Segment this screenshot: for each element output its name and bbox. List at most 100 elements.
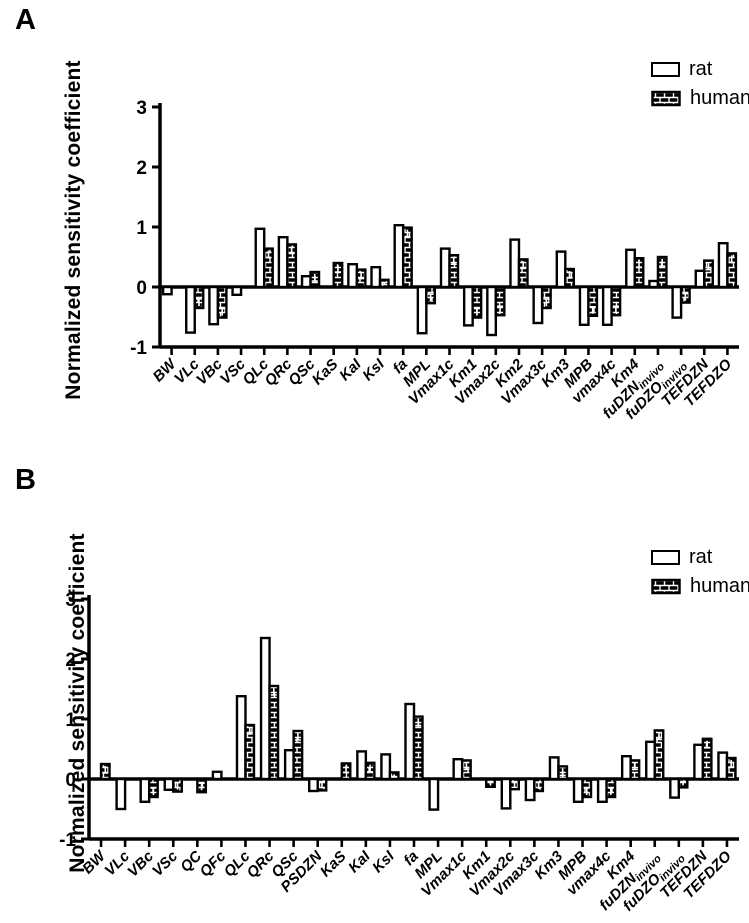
bar-rat-QLc <box>254 227 266 289</box>
error-bar <box>655 732 662 741</box>
error-bar <box>288 246 295 255</box>
bar-rat-QRc <box>259 636 271 781</box>
error-bar <box>566 271 573 279</box>
bar-human-QSc <box>292 729 304 781</box>
error-bar <box>343 765 350 774</box>
error-bar <box>381 281 388 286</box>
y-tick-label: 0 <box>65 770 76 791</box>
y-axis-title: Normalized sensitivity coefficient <box>66 533 89 872</box>
error-bar <box>270 688 277 696</box>
bar-rat-KsI <box>370 266 382 289</box>
y-tick-label: -1 <box>59 830 76 851</box>
bar-rat-BW <box>161 285 173 296</box>
bar-rat-Km4 <box>625 248 636 289</box>
error-bar <box>427 293 434 302</box>
y-tick-label: 3 <box>136 98 147 119</box>
error-bar <box>487 780 494 785</box>
bar-rat-TEFDZO <box>717 241 729 289</box>
bar-rat-Vmax1c <box>452 758 464 781</box>
x-tick-label: KaI <box>345 847 374 876</box>
bar-rat-fuDZNinvivo <box>648 279 660 289</box>
bar-rat-QSc <box>283 749 295 781</box>
bar-rat-KaI <box>347 263 359 289</box>
bar-rat-VBc <box>139 777 151 803</box>
rat-swatch <box>651 549 680 565</box>
error-bar <box>520 261 527 270</box>
error-bar <box>497 305 504 314</box>
y-axis-title: Normalized sensitivity coefficient <box>62 60 85 399</box>
bar-rat-MPB <box>572 777 584 803</box>
bars <box>99 636 737 811</box>
panel-a-label: A <box>15 4 36 36</box>
bar-human-TEFDZN <box>701 737 713 781</box>
y-tick-label: 3 <box>65 590 76 611</box>
bar-human-Vmax1c <box>448 253 460 289</box>
y-tick-label: 1 <box>136 218 147 239</box>
bar-rat-Km4 <box>620 755 632 781</box>
x-tick-label: KsI <box>359 355 388 384</box>
bar-human-QRc <box>286 243 298 289</box>
bar-chart-panel-a: Normalized sensitivity coefficient -1 0 1 2 3… <box>62 60 739 424</box>
legend-panel-b: rat human <box>651 546 749 606</box>
error-bar <box>473 307 480 316</box>
error-bar <box>463 762 470 771</box>
bar-human-QLc <box>244 723 256 781</box>
y-tick-label: -1 <box>130 338 147 359</box>
error-bar <box>265 250 272 259</box>
error-bar <box>543 298 550 306</box>
error-bar <box>367 764 374 773</box>
y-tick-label: 0 <box>136 278 147 299</box>
bar-human-QLc <box>263 247 274 289</box>
error-bar <box>511 780 518 788</box>
error-bar <box>607 787 614 795</box>
bar-rat-TEFDZN <box>693 743 705 781</box>
bar-rat-Vmax1c <box>439 247 451 289</box>
bar-rat-VSc <box>163 777 175 792</box>
bar-rat-QRc <box>277 235 289 289</box>
error-bar <box>728 760 735 768</box>
error-bar <box>705 262 712 271</box>
error-bar <box>704 740 711 749</box>
bar-human-fuDZNinvivo <box>653 729 665 781</box>
bar-human-TEFDZO <box>725 756 737 781</box>
bar-human-MPB <box>587 285 599 317</box>
error-bar <box>680 780 687 786</box>
error-bar <box>334 265 341 273</box>
bar-human-Vmax2c <box>494 285 506 317</box>
x-tick-label: KsI <box>369 847 398 876</box>
error-bar <box>174 781 181 790</box>
bar-rat-PSDZN <box>308 777 319 793</box>
bar-rat-fuDZOinvivo <box>671 285 683 319</box>
error-bar <box>246 727 253 735</box>
bar-rat-TEFDZN <box>694 269 706 289</box>
axes: -1 0 1 2 3 <box>59 590 739 851</box>
error-bar <box>415 718 422 727</box>
bar-rat-Km3 <box>555 250 567 289</box>
bar-rat-fa <box>404 702 416 781</box>
bar-rat-vmax4c <box>601 285 613 326</box>
bar-rat-VSc <box>231 285 243 297</box>
bar-human-TEFDZN <box>703 259 714 289</box>
error-bar <box>631 762 638 771</box>
human-swatch <box>651 90 681 106</box>
y-tick-label: 2 <box>65 650 76 671</box>
error-bar <box>294 733 301 741</box>
error-bar <box>198 782 205 791</box>
bar-rat-fuDZNinvivo <box>645 740 656 781</box>
bar-human-fa <box>412 715 424 781</box>
bar-rat-Vmax3c <box>524 777 536 802</box>
legend-label-human: human <box>690 86 749 109</box>
error-bar <box>358 271 365 280</box>
error-bar <box>195 298 202 306</box>
error-bar <box>659 259 666 267</box>
bar-rat-VLc <box>185 285 196 334</box>
bar-human-Km4 <box>633 257 645 289</box>
bar-human-fa <box>401 226 413 289</box>
bar-rat-MPB <box>578 285 590 326</box>
bar-human-vmax4c <box>610 285 622 317</box>
error-bar <box>728 255 735 264</box>
human-swatch <box>651 578 681 594</box>
